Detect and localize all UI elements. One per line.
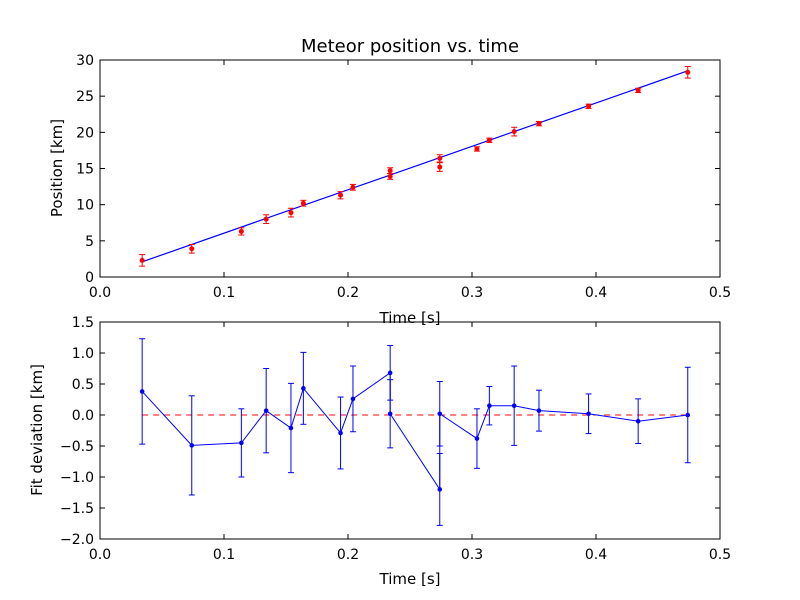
data-point <box>536 408 542 413</box>
x-tick-label: 0.3 <box>461 285 483 301</box>
y-tick-label: 15 <box>76 162 94 178</box>
x-tick-label: 0.5 <box>709 547 731 563</box>
x-tick-label: 0.5 <box>709 285 731 301</box>
x-tick-label: 0.0 <box>89 547 111 563</box>
data-point <box>238 228 244 234</box>
bottom-plot-data <box>139 338 691 526</box>
data-point <box>487 403 492 409</box>
y-tick-label: −1.5 <box>60 501 94 517</box>
data-point <box>635 87 641 93</box>
data-point <box>474 436 480 441</box>
bottom-x-axis-label: Time [s] <box>379 570 441 588</box>
data-point <box>338 192 344 198</box>
data-point <box>635 418 641 424</box>
y-tick-label: 0.0 <box>72 408 94 424</box>
data-point <box>387 168 393 174</box>
chart-title: Meteor position vs. time <box>301 36 519 57</box>
data-point <box>586 103 592 109</box>
data-point <box>288 425 294 431</box>
y-tick-label: −2.0 <box>60 532 94 548</box>
data-point <box>139 389 145 394</box>
x-tick-label: 0.4 <box>585 285 607 301</box>
x-tick-label: 0.2 <box>337 285 359 301</box>
x-tick-label: 0.3 <box>461 547 483 563</box>
data-point <box>685 69 691 75</box>
data-point <box>350 184 356 190</box>
bottom-y-axis-label: Fit deviation [km] <box>28 364 46 496</box>
data-point <box>486 137 492 143</box>
data-point <box>338 430 343 436</box>
data-point <box>189 443 195 448</box>
x-tick-label: 0.1 <box>213 285 235 301</box>
data-point <box>350 396 356 402</box>
top-x-axis-label: Time [s] <box>379 309 441 327</box>
data-point <box>437 487 443 492</box>
data-point <box>511 129 517 135</box>
x-tick-label: 0.0 <box>89 285 111 301</box>
data-point <box>387 411 393 417</box>
y-tick-label: 0.5 <box>72 377 94 393</box>
data-point <box>288 210 294 216</box>
y-tick-label: 25 <box>76 89 94 105</box>
y-tick-label: 30 <box>76 53 94 69</box>
top-panel: Meteor position vs. time 0.0 0.1 0.2 0.3 0.4… <box>48 36 731 327</box>
data-point <box>301 386 306 391</box>
data-point <box>685 412 691 418</box>
data-point <box>511 403 517 409</box>
data-point <box>139 257 145 263</box>
data-point <box>437 164 443 170</box>
data-point <box>586 411 591 417</box>
bottom-ticks: 0.0 0.1 0.2 0.3 0.4 0.5 −2.0 −1.5 −1.0 −0.5 0.0 0.5… <box>60 315 731 563</box>
data-point <box>300 200 306 206</box>
data-point <box>263 408 269 413</box>
y-tick-label: 0 <box>85 270 94 286</box>
y-tick-label: −1.0 <box>60 470 94 486</box>
data-point <box>474 146 480 152</box>
y-tick-label: 10 <box>76 198 94 214</box>
y-tick-label: 5 <box>85 234 94 250</box>
data-point <box>239 440 244 446</box>
bottom-axes-frame <box>99 321 721 540</box>
y-tick-label: −0.5 <box>60 439 94 455</box>
x-tick-label: 0.2 <box>337 547 359 563</box>
y-tick-label: 1.0 <box>72 346 94 362</box>
data-point <box>189 246 195 252</box>
data-point <box>437 411 443 417</box>
top-y-axis-label: Position [km] <box>48 119 66 217</box>
data-point <box>387 370 393 376</box>
data-point <box>263 216 269 222</box>
x-tick-label: 0.4 <box>585 547 607 563</box>
top-plot-data <box>139 66 691 267</box>
bottom-panel: 0.0 0.1 0.2 0.3 0.4 0.5 −2.0 −1.5 −1.0 −0.5 0.0 0.5… <box>28 315 731 588</box>
fit-line <box>141 70 688 263</box>
data-point <box>536 121 542 127</box>
y-tick-label: 1.5 <box>72 315 94 331</box>
data-point <box>387 173 393 179</box>
x-tick-label: 0.1 <box>213 547 235 563</box>
data-point <box>437 155 443 161</box>
top-ticks: 0.0 0.1 0.2 0.3 0.4 0.5 0 5 10 15 20 25 30 <box>76 53 731 301</box>
y-tick-label: 20 <box>76 125 94 141</box>
